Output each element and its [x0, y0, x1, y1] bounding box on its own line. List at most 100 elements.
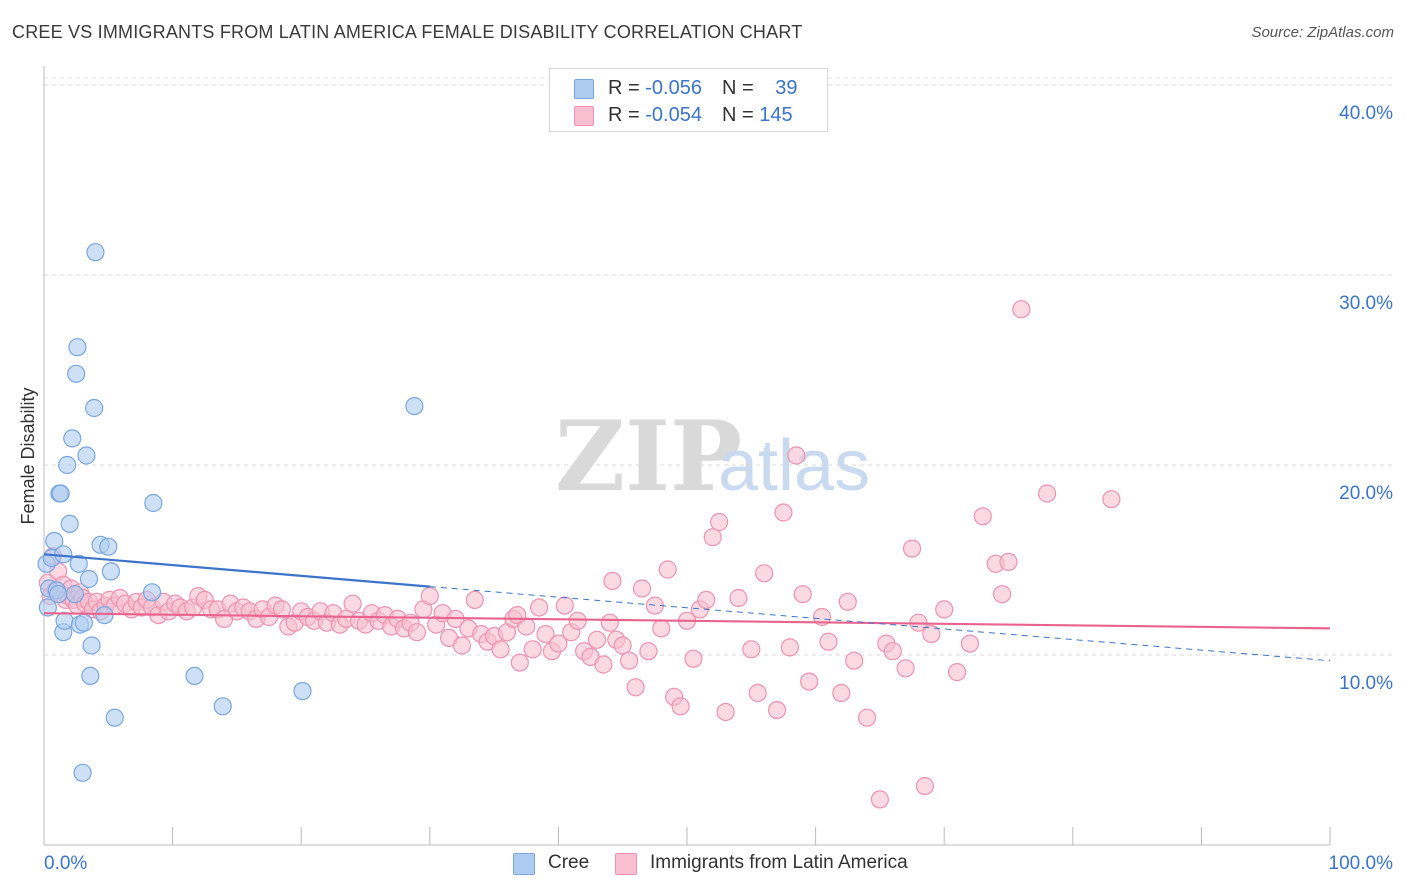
cree-point: [54, 545, 73, 564]
latin-point: [465, 590, 484, 610]
watermark-atlas: atlas: [718, 426, 870, 506]
latin-point: [555, 596, 574, 615]
latin-point: [832, 683, 851, 703]
legend-stats-cree: R = -0.056 N = 39: [608, 77, 797, 100]
latin-point: [729, 588, 748, 608]
cree-point: [86, 243, 105, 262]
latin-point: [902, 539, 922, 558]
cree-point: [67, 364, 86, 383]
latin-point: [883, 642, 902, 661]
bottom-legend-cree: Cree: [513, 852, 603, 876]
legend-r-label: R =: [608, 77, 646, 99]
cree-point: [185, 666, 204, 686]
latin-point: [613, 636, 632, 655]
cree-point: [95, 605, 114, 625]
latin-point: [343, 594, 362, 613]
latin-point: [992, 585, 1012, 604]
cree-point: [73, 763, 92, 782]
y-axis-label: Female Disability: [18, 387, 38, 524]
latin-point: [780, 638, 799, 657]
cree-point: [142, 583, 162, 602]
x-tick-label-max: 100.0%: [1329, 853, 1394, 874]
cree-point: [77, 446, 96, 465]
latin-point: [420, 586, 439, 606]
latin-point: [652, 619, 671, 638]
legend-r-label: R =: [608, 104, 646, 126]
bottom-legend-latin: Immigrants from Latin America: [615, 852, 945, 876]
latin-point: [587, 630, 607, 649]
latin-point: [999, 552, 1018, 572]
latin-point: [896, 659, 915, 678]
legend-r-value: -0.056: [645, 77, 702, 99]
latin-point: [1102, 490, 1121, 509]
cree-point: [105, 708, 124, 727]
legend-stats-latin: R = -0.054 N = 145: [608, 104, 793, 127]
latin-point: [697, 590, 716, 610]
cree-point: [293, 681, 312, 701]
latin-point: [632, 579, 652, 598]
latin-point: [922, 624, 941, 644]
latin-point: [819, 632, 838, 651]
y-tick-label: 40.0%: [1339, 103, 1393, 124]
cree-point: [82, 636, 101, 655]
latin-point: [491, 640, 510, 659]
source-label: Source: ZipAtlas.com: [1251, 24, 1394, 41]
latin-point: [845, 651, 864, 670]
latin-point: [774, 503, 793, 522]
latin-point: [452, 636, 472, 655]
latin-point: [742, 640, 761, 659]
latin-point: [870, 790, 890, 809]
bottom-legend-label-latin: Immigrants from Latin America: [650, 852, 908, 873]
latin-point: [272, 600, 292, 619]
y-tick-label: 20.0%: [1339, 483, 1393, 504]
latin-point: [793, 585, 812, 604]
cree-point: [58, 455, 77, 475]
latin-point: [915, 776, 935, 796]
cree-point: [69, 554, 88, 573]
cree-point: [45, 531, 64, 551]
latin-trendline: [43, 612, 1331, 630]
latin-point: [755, 564, 774, 583]
y-tick-label: 30.0%: [1339, 293, 1393, 314]
latin-point: [1037, 484, 1057, 503]
cree-point: [405, 397, 424, 416]
latin-point: [838, 592, 857, 611]
latin-point: [787, 446, 806, 465]
latin-point: [523, 640, 542, 659]
cree-point: [81, 666, 100, 686]
latin-point: [600, 613, 619, 632]
cree-point: [79, 569, 99, 589]
latin-point: [639, 642, 658, 661]
latin-point: [658, 560, 677, 579]
latin-point: [620, 651, 639, 670]
cree-point: [99, 537, 118, 556]
chart-title: CREE VS IMMIGRANTS FROM LATIN AMERICA FE…: [12, 22, 803, 42]
latin-point: [530, 598, 549, 617]
latin-point: [960, 634, 980, 653]
bottom-legend-label-cree: Cree: [548, 852, 590, 873]
latin-point: [947, 662, 967, 682]
latin-point: [1012, 300, 1031, 319]
latin-point: [594, 655, 613, 674]
latin-point: [407, 623, 427, 642]
latin-point: [767, 700, 787, 720]
legend-swatch-latin: [574, 106, 594, 126]
latin-point: [748, 683, 767, 703]
latin-point: [549, 634, 568, 653]
latin-point: [935, 600, 954, 619]
latin-point: [568, 611, 587, 630]
latin-point: [857, 708, 877, 727]
latin-point: [703, 528, 722, 547]
cree-point: [38, 598, 57, 617]
latin-point: [508, 605, 527, 625]
latin-point: [710, 512, 729, 532]
legend-n-value: 145: [759, 104, 793, 126]
latin-point: [973, 507, 992, 526]
latin-point: [716, 702, 735, 722]
legend-n-label: N =: [721, 77, 760, 99]
x-tick-label-min: 0.0%: [44, 853, 87, 874]
legend-r-value: -0.054: [645, 104, 702, 126]
cree-point: [213, 697, 232, 716]
legend-n-label: N =: [721, 104, 760, 126]
